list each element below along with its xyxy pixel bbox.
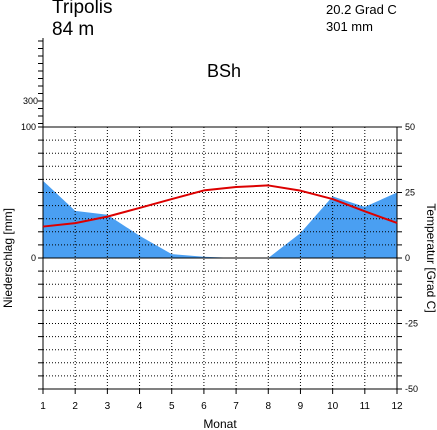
x-tick-label: 5: [169, 401, 175, 412]
left-tick-label-upper: 300: [23, 96, 38, 106]
right-axis-label: Temperatur [Grad C]: [424, 203, 437, 312]
right-tick-label: -50: [405, 384, 418, 394]
station-name: Tripolis: [52, 0, 113, 18]
x-tick-label: 2: [72, 401, 78, 412]
x-tick-label: 7: [233, 401, 239, 412]
right-tick-label: 25: [405, 188, 415, 198]
x-tick-label: 12: [391, 401, 403, 412]
left-axis-label: Niederschlag [mm]: [1, 208, 15, 308]
temperature-line: [42, 184, 398, 228]
precipitation-area: [43, 180, 397, 258]
left-tick-label: 0: [31, 253, 36, 263]
x-tick-label: 11: [360, 401, 371, 412]
x-tick-label: 8: [265, 401, 271, 412]
x-tick-label: 10: [327, 401, 339, 412]
right-tick-label: -25: [405, 319, 418, 329]
left-tick-label: 100: [21, 122, 36, 132]
x-axis-label: Monat: [203, 417, 237, 430]
x-tick-label: 1: [40, 401, 46, 412]
x-tick-label: 3: [105, 401, 111, 412]
annual-precipitation: 301 mm: [326, 19, 373, 34]
annual-temperature: 20.2 Grad C: [326, 2, 397, 17]
x-tick-label: 9: [298, 401, 304, 412]
station-altitude: 84 m: [52, 19, 95, 40]
right-tick-label: 50: [405, 122, 415, 132]
x-tick-label: 4: [137, 401, 143, 412]
climate-classification: BSh: [207, 61, 242, 81]
x-tick-label: 6: [201, 401, 207, 412]
right-tick-label: 0: [405, 253, 410, 263]
